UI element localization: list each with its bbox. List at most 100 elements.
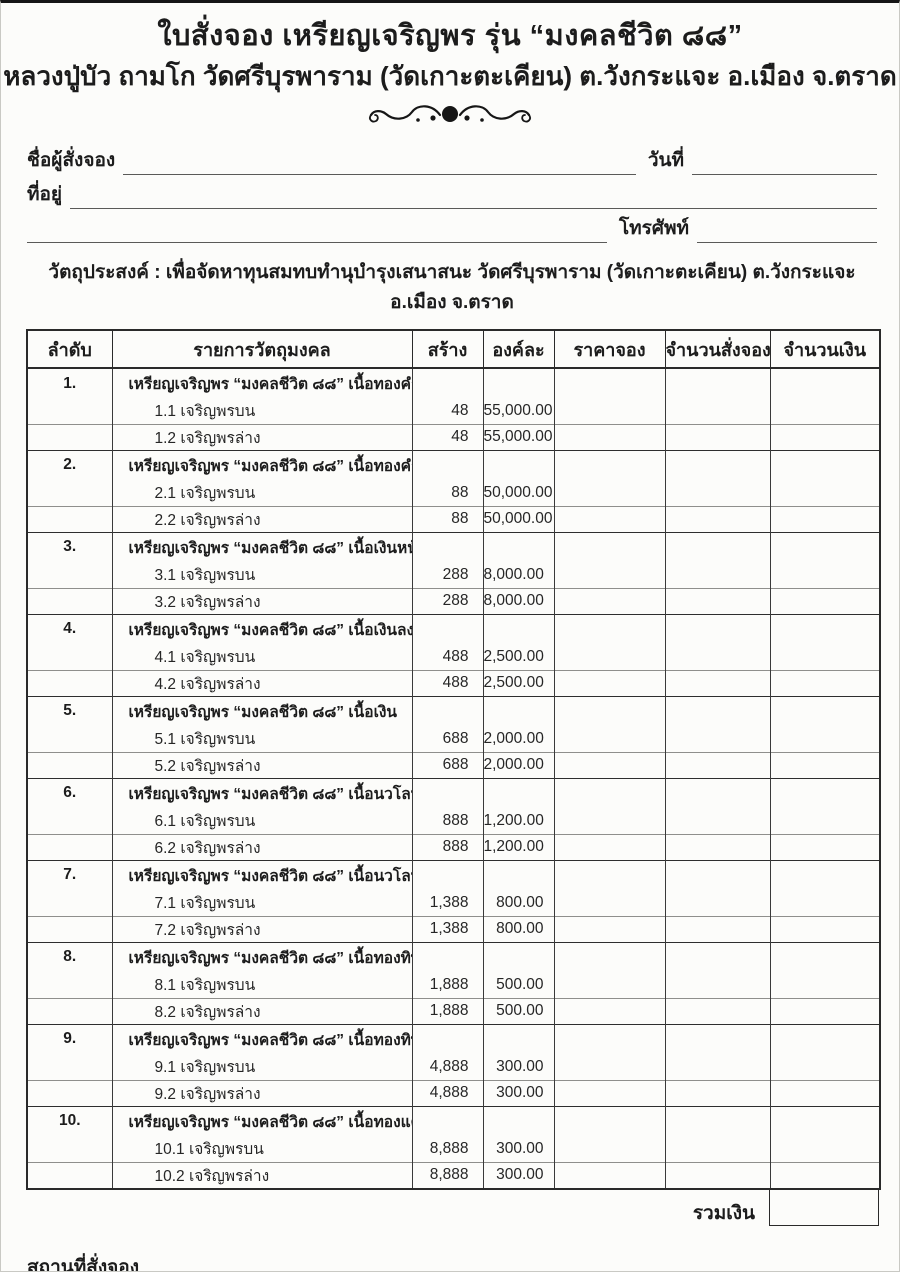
item-number-cell: 4. — [26, 613, 113, 644]
made-qty-cell — [411, 695, 484, 726]
order-qty-cell — [664, 941, 771, 972]
price-each-cell — [482, 531, 555, 562]
reserve-price-cell — [553, 1079, 666, 1106]
price-each-cell: 8,000.00 — [482, 587, 555, 614]
item-main-row: 9. เหรียญเจริญพร “มงคลชีวิต ๘๘” เนื้อทองท… — [26, 1023, 881, 1054]
item-name-cell: เหรียญเจริญพร “มงคลชีวิต ๘๘” เนื้อเงินลง… — [111, 613, 413, 644]
reserve-price-cell — [553, 972, 666, 998]
made-qty-cell: 688 — [411, 726, 484, 752]
amount-cell — [769, 751, 881, 778]
order-qty-cell — [664, 777, 771, 808]
item-main-row: 1.เหรียญเจริญพร “มงคลชีวิต ๘๘” เนื้อทองค… — [26, 367, 881, 398]
total-row: รวมเงิน — [26, 1189, 879, 1226]
variant-label-cell: 4.1 เจริญพรบน — [111, 644, 413, 670]
price-each-cell: 2,500.00 — [482, 644, 555, 670]
order-qty-cell — [664, 449, 771, 480]
price-each-cell: 300.00 — [482, 1054, 555, 1080]
made-qty-cell: 888 — [411, 808, 484, 834]
variant-label-cell: 9.2 เจริญพรล่าง — [111, 1079, 413, 1106]
made-qty-cell: 1,888 — [411, 972, 484, 998]
amount-cell — [769, 972, 881, 998]
order-qty-cell — [664, 613, 771, 644]
item-main-row: 2.เหรียญเจริญพร “มงคลชีวิต ๘๘” เนื้อทองค… — [26, 449, 881, 480]
item-variant-row: 4.2 เจริญพรล่าง 488 2,500.00 — [26, 669, 881, 696]
order-table-body: 1.เหรียญเจริญพร “มงคลชีวิต ๘๘” เนื้อทองค… — [26, 367, 881, 1189]
phone-label: โทรศัพท์ — [618, 218, 689, 239]
reserve-price-cell — [553, 1023, 666, 1054]
made-qty-cell: 48 — [411, 398, 484, 424]
variant-label-cell: 4.2 เจริญพรล่าง — [111, 669, 413, 696]
price-each-cell: 2,000.00 — [482, 726, 555, 752]
item-variant-row: 3.2 เจริญพรล่าง 288 8,000.00 — [26, 587, 881, 614]
made-qty-cell: 288 — [411, 562, 484, 588]
amount-cell — [769, 587, 881, 614]
made-qty-cell — [411, 1105, 484, 1136]
amount-cell — [769, 808, 881, 834]
item-number-cell — [26, 398, 113, 424]
orderer-name-label: ชื่อผู้สั่งจอง — [27, 150, 116, 171]
order-qty-cell — [664, 833, 771, 860]
reserve-price-cell — [553, 997, 666, 1024]
price-each-cell — [482, 859, 555, 890]
reserve-price-cell — [553, 1054, 666, 1080]
order-qty-cell — [664, 587, 771, 614]
made-qty-cell — [411, 531, 484, 562]
variant-label-cell: 10.2 เจริญพรล่าง — [111, 1161, 413, 1189]
made-qty-cell — [411, 449, 484, 480]
item-main-row: 6. เหรียญเจริญพร “มงคลชีวิต ๘๘” เนื้อนวโล… — [26, 777, 881, 808]
reserve-price-cell — [553, 726, 666, 752]
price-each-cell: 55,000.00 — [482, 423, 555, 450]
order-qty-cell — [664, 669, 771, 696]
item-name-cell: เหรียญเจริญพร “มงคลชีวิต ๘๘” เนื้อเงิน — [111, 695, 413, 726]
variant-label-cell: 7.1 เจริญพรบน — [111, 890, 413, 916]
variant-label-cell: 3.1 เจริญพรบน — [111, 562, 413, 588]
item-variant-row: 8.2 เจริญพรล่าง 1,888 500.00 — [26, 997, 881, 1024]
amount-cell — [769, 1105, 881, 1136]
temple-subtitle: หลวงปู่บัว ถามโก วัดศรีบุรพาราม (วัดเกาะ… — [3, 61, 897, 91]
order-qty-cell — [664, 859, 771, 890]
made-qty-cell: 48 — [411, 423, 484, 450]
col-header-price-each: องค์ละ — [482, 329, 555, 369]
item-main-row: 4. เหรียญเจริญพร “มงคลชีวิต ๘๘” เนื้อเงิน… — [26, 613, 881, 644]
reserve-price-cell — [553, 1136, 666, 1162]
order-qty-cell — [664, 890, 771, 916]
item-number-cell — [26, 562, 113, 588]
order-qty-cell — [664, 1161, 771, 1189]
total-label: รวมเงิน — [692, 1202, 755, 1224]
item-number-cell — [26, 1079, 113, 1106]
header-row: ลำดับ รายการวัตถุมงคล สร้าง องค์ละ ราคาจ… — [26, 329, 881, 369]
amount-cell — [769, 726, 881, 752]
price-each-cell: 50,000.00 — [482, 505, 555, 532]
item-name-cell: เหรียญเจริญพร “มงคลชีวิต ๘๘” เนื้อนวโลหะ… — [111, 777, 413, 808]
order-table: ลำดับ รายการวัตถุมงคล สร้าง องค์ละ ราคาจ… — [26, 329, 881, 1190]
variant-label-cell: 5.2 เจริญพรล่าง — [111, 751, 413, 778]
variant-label-cell: 5.1 เจริญพรบน — [111, 726, 413, 752]
made-qty-cell: 4,888 — [411, 1054, 484, 1080]
item-variant-row: 5.1 เจริญพรบน 688 2,000.00 — [26, 726, 881, 752]
variant-label-cell: 6.1 เจริญพรบน — [111, 808, 413, 834]
item-variant-row: 3.1 เจริญพรบน 288 8,000.00 — [26, 562, 881, 588]
amount-cell — [769, 1054, 881, 1080]
reserve-price-cell — [553, 644, 666, 670]
col-header-amount: จำนวนเงิน — [769, 329, 881, 369]
item-number-cell: 8. — [26, 941, 113, 972]
item-name-cell: เหรียญเจริญพร “มงคลชีวิต ๘๘” เนื้อทองแดง — [111, 1105, 413, 1136]
amount-cell — [769, 859, 881, 890]
order-place-line — [147, 1256, 877, 1272]
amount-cell — [769, 505, 881, 532]
item-name-cell: เหรียญเจริญพร “มงคลชีวิต ๘๘” เนื้อทองทิพ… — [111, 941, 413, 972]
reserve-price-cell — [553, 449, 666, 480]
order-qty-cell — [664, 726, 771, 752]
reserve-price-cell — [553, 808, 666, 834]
amount-cell — [769, 833, 881, 860]
reserve-price-cell — [553, 1161, 666, 1189]
order-qty-cell — [664, 398, 771, 424]
made-qty-cell: 1,388 — [411, 915, 484, 942]
reserve-price-cell — [553, 398, 666, 424]
reserve-price-cell — [553, 941, 666, 972]
item-number-cell — [26, 833, 113, 860]
item-number-cell — [26, 423, 113, 450]
made-qty-cell: 488 — [411, 644, 484, 670]
price-each-cell: 800.00 — [482, 890, 555, 916]
